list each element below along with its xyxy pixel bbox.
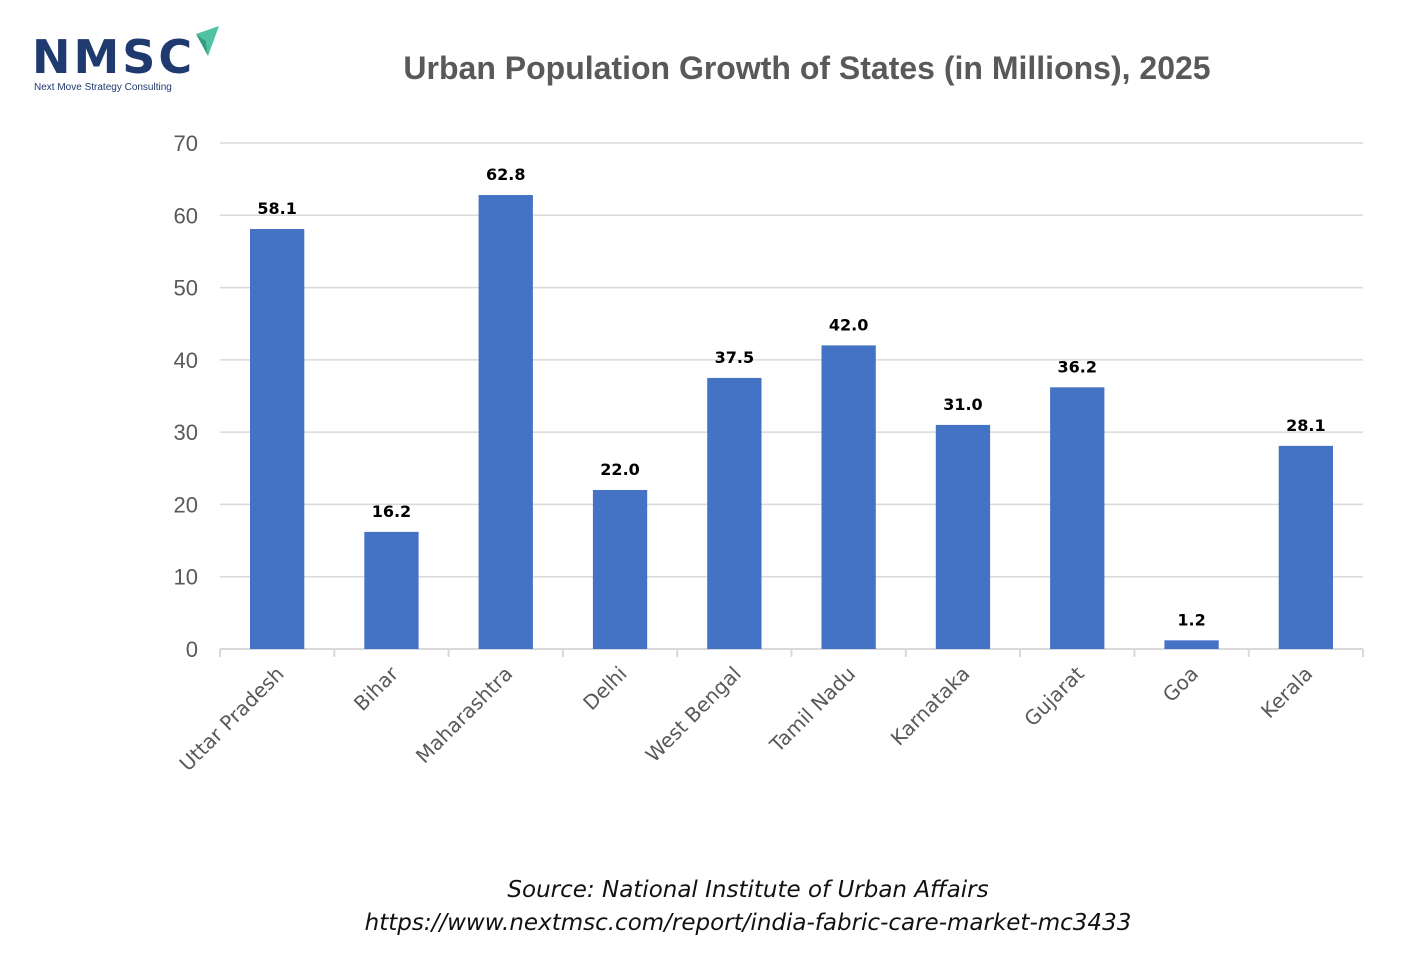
y-tick-label: 70 <box>174 131 198 156</box>
bar <box>364 531 419 649</box>
bar <box>1164 640 1219 649</box>
data-label: 1.2 <box>1177 610 1205 629</box>
bar <box>1050 387 1105 649</box>
x-tick-label: Karnataka <box>886 662 975 751</box>
paper-plane-icon <box>196 26 219 56</box>
bar <box>592 489 648 649</box>
data-label: 22.0 <box>600 460 639 479</box>
source-line: Source: National Institute of Urban Affa… <box>507 877 989 903</box>
bar <box>1278 445 1333 649</box>
bar <box>250 229 305 649</box>
bar <box>478 195 533 649</box>
bar <box>707 377 762 649</box>
x-tick-label: Kerala <box>1256 662 1317 723</box>
bar-chart: 0 10 20 30 40 50 60 70 58.1 Uttar Pradesh 16.2 Biha… <box>174 131 1364 776</box>
x-tick-label: Bihar <box>349 661 404 716</box>
source-note: Source: National Institute of Urban Affa… <box>0 874 1426 940</box>
x-tick-label: Uttar Pradesh <box>175 662 289 776</box>
data-label: 31.0 <box>943 395 982 414</box>
data-label: 16.2 <box>372 502 411 521</box>
data-label: 28.1 <box>1286 416 1325 435</box>
y-tick-label: 60 <box>174 203 198 228</box>
x-tick-label: Maharashtra <box>411 662 517 768</box>
data-label: 42.0 <box>829 315 868 334</box>
y-tick-label: 50 <box>174 276 198 301</box>
data-label: 36.2 <box>1058 357 1097 376</box>
y-tick-label: 30 <box>174 420 198 445</box>
y-tick-label: 10 <box>174 565 198 590</box>
y-tick-label: 40 <box>174 348 198 373</box>
data-label: 58.1 <box>257 199 296 218</box>
bar <box>935 424 991 649</box>
source-url: https://www.nextmsc.com/report/india-fab… <box>364 910 1132 936</box>
x-tick-label: Goa <box>1158 662 1203 707</box>
logo: NMSC Next Move Strategy Consulting <box>30 22 230 97</box>
y-tick-label: 20 <box>174 492 198 517</box>
data-label: 37.5 <box>715 348 754 367</box>
chart-title: Urban Population Growth of States (in Mi… <box>403 50 1211 86</box>
y-tick-label: 0 <box>186 637 198 662</box>
x-tick-label: Gujarat <box>1019 661 1089 731</box>
bar <box>821 345 876 649</box>
x-tick-label: Tamil Nadu <box>764 662 860 758</box>
logo-tagline: Next Move Strategy Consulting <box>34 82 172 93</box>
logo-wordmark: NMSC <box>32 30 196 84</box>
x-tick-label: West Bengal <box>641 662 746 767</box>
data-label: 62.8 <box>486 165 525 184</box>
x-tick-label: Delhi <box>578 662 631 715</box>
